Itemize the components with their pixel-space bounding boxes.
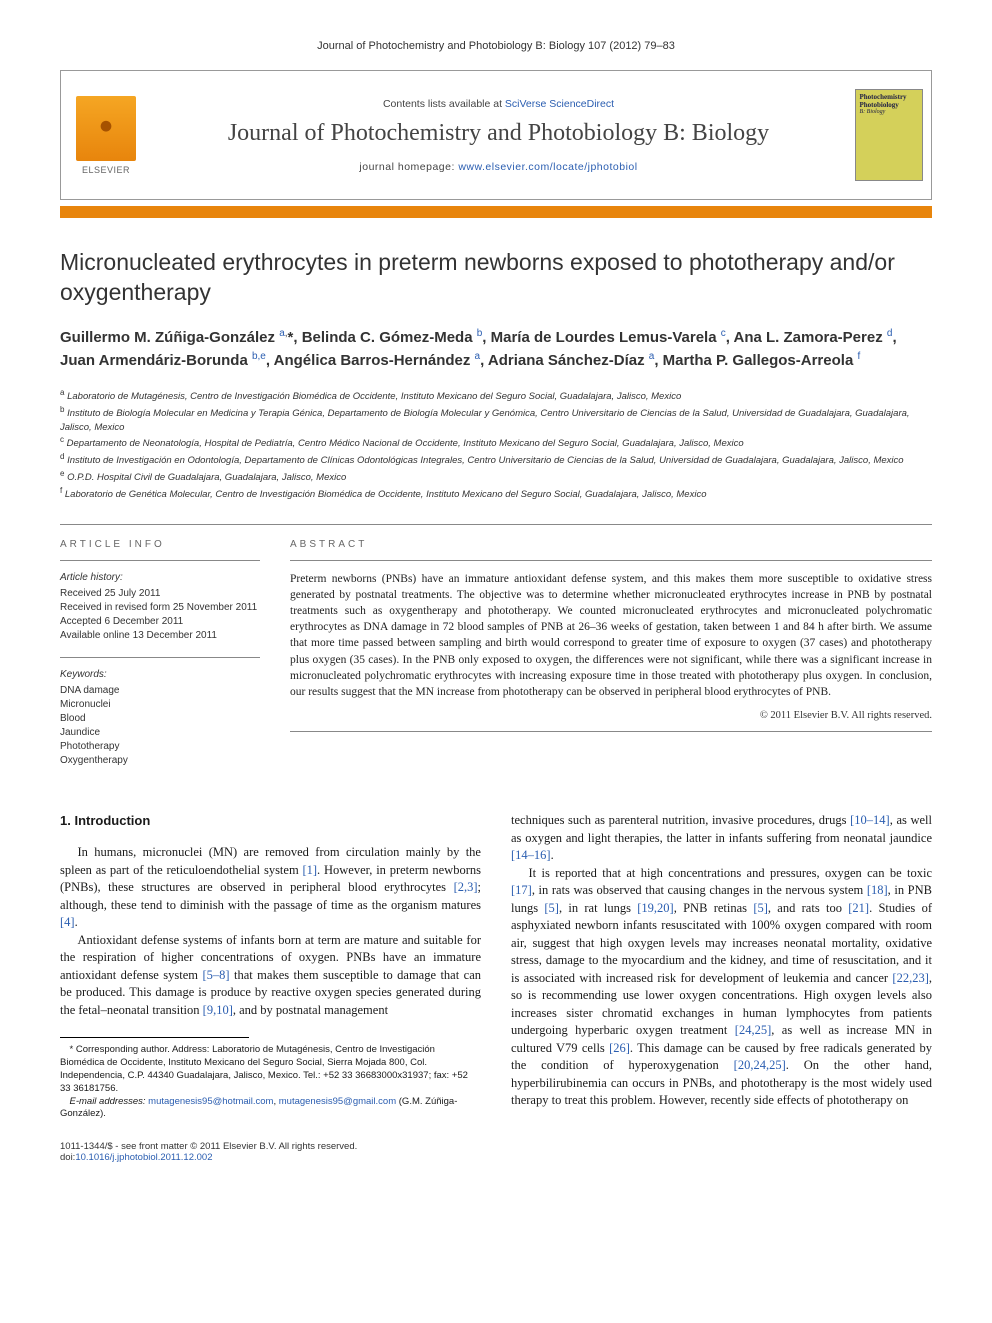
cover-subtitle: B: Biology [860, 109, 918, 115]
keyword-line: Phototherapy [60, 740, 260, 754]
affiliation-line: a Laboratorio de Mutagénesis, Centro de … [60, 387, 932, 404]
cover-title: Photochemistry Photobiology [860, 94, 918, 109]
history-line: Accepted 6 December 2011 [60, 615, 260, 629]
history-line: Received 25 July 2011 [60, 587, 260, 601]
homepage-prefix: journal homepage: [359, 161, 458, 173]
sciencedirect-link[interactable]: SciVerse ScienceDirect [505, 98, 614, 110]
keyword-line: Jaundice [60, 726, 260, 740]
affiliation-line: c Departamento de Neonatología, Hospital… [60, 434, 932, 451]
keywords-head: Keywords: [60, 668, 260, 682]
publisher-logo-block: ELSEVIER [61, 71, 151, 199]
history-line: Received in revised form 25 November 201… [60, 601, 260, 615]
authors-list: Guillermo M. Zúñiga-González a,*, Belind… [60, 326, 932, 373]
body-column-left: 1. Introduction In humans, micronuclei (… [60, 812, 481, 1121]
abstract-text: Preterm newborns (PNBs) have an immature… [290, 571, 932, 700]
article-history-head: Article history: [60, 571, 260, 585]
body-paragraph: It is reported that at high concentratio… [511, 865, 932, 1110]
article-info-label: ARTICLE INFO [60, 539, 260, 550]
keyword-line: Micronuclei [60, 698, 260, 712]
corresponding-author-note: * Corresponding author. Address: Laborat… [60, 1044, 481, 1095]
affiliation-line: e O.P.D. Hospital Civil de Guadalajara, … [60, 468, 932, 485]
abstract-column: ABSTRACT Preterm newborns (PNBs) have an… [290, 539, 932, 782]
info-divider [60, 657, 260, 658]
body-column-right: techniques such as parenteral nutrition,… [511, 812, 932, 1121]
section-heading-introduction: 1. Introduction [60, 812, 481, 830]
affiliations-list: a Laboratorio de Mutagénesis, Centro de … [60, 387, 932, 502]
abstract-label: ABSTRACT [290, 539, 932, 550]
affiliation-line: f Laboratorio de Genética Molecular, Cen… [60, 485, 932, 502]
doi-link[interactable]: 10.1016/j.jphotobiol.2011.12.002 [75, 1152, 212, 1163]
affiliation-line: d Instituto de Investigación en Odontolo… [60, 451, 932, 468]
body-paragraph: techniques such as parenteral nutrition,… [511, 812, 932, 865]
journal-name: Journal of Photochemistry and Photobiolo… [228, 120, 769, 147]
doi-label: doi: [60, 1152, 75, 1163]
page-footer: 1011-1344/$ - see front matter © 2011 El… [60, 1141, 932, 1163]
email-addresses-note: E-mail addresses: mutagenesis95@hotmail.… [60, 1096, 481, 1122]
journal-cover-thumbnail: Photochemistry Photobiology B: Biology [855, 89, 923, 181]
keyword-line: Blood [60, 712, 260, 726]
abstract-divider [290, 560, 932, 561]
running-head: Journal of Photochemistry and Photobiolo… [60, 40, 932, 52]
contents-available-line: Contents lists available at SciVerse Sci… [383, 98, 614, 110]
history-line: Available online 13 December 2011 [60, 629, 260, 643]
journal-homepage-line: journal homepage: www.elsevier.com/locat… [359, 161, 637, 173]
affiliation-line: b Instituto de Biología Molecular en Med… [60, 404, 932, 435]
abstract-bottom-divider [290, 731, 932, 732]
info-divider [60, 560, 260, 561]
front-matter-line: 1011-1344/$ - see front matter © 2011 El… [60, 1141, 357, 1152]
abstract-copyright: © 2011 Elsevier B.V. All rights reserved… [290, 710, 932, 721]
article-info-column: ARTICLE INFO Article history: Received 2… [60, 539, 260, 782]
body-paragraph: Antioxidant defense systems of infants b… [60, 932, 481, 1020]
keyword-line: DNA damage [60, 684, 260, 698]
footnotes-block: * Corresponding author. Address: Laborat… [60, 1044, 481, 1121]
article-title: Micronucleated erythrocytes in preterm n… [60, 248, 932, 308]
footnote-separator [60, 1037, 249, 1038]
body-paragraph: In humans, micronuclei (MN) are removed … [60, 844, 481, 932]
keyword-line: Oxygentherapy [60, 754, 260, 768]
publisher-label: ELSEVIER [82, 165, 130, 175]
email-label: E-mail addresses: [70, 1096, 146, 1107]
elsevier-tree-icon [76, 96, 136, 161]
journal-homepage-link[interactable]: www.elsevier.com/locate/jphotobiol [458, 161, 637, 173]
journal-masthead: ELSEVIER Contents lists available at Sci… [60, 70, 932, 200]
contents-prefix: Contents lists available at [383, 98, 505, 110]
orange-divider-bar [60, 206, 932, 218]
